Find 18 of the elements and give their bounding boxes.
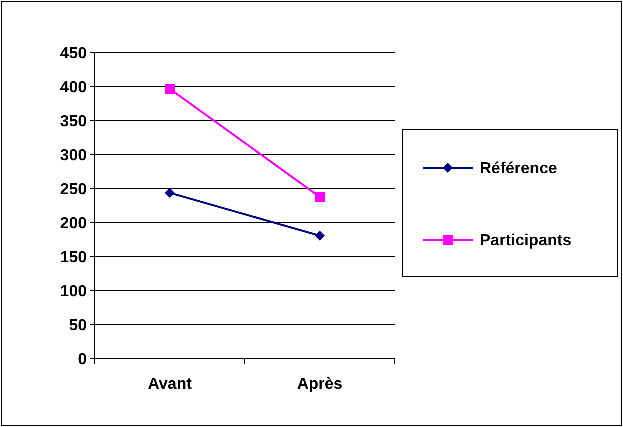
x-tick-label: Après <box>297 376 343 393</box>
y-tick-label: 150 <box>60 250 88 267</box>
y-tick-label: 200 <box>60 216 88 233</box>
legend-label: Participants <box>480 232 572 250</box>
y-tick-label: 350 <box>60 114 88 131</box>
point <box>165 188 175 198</box>
y-tick-label: 100 <box>60 284 88 301</box>
point <box>165 84 175 94</box>
point <box>315 230 325 241</box>
y-tick-label: 0 <box>78 352 88 369</box>
y-tick-label: 300 <box>60 148 88 165</box>
y-tick-label: 450 <box>60 46 88 63</box>
y-tick-label: 250 <box>60 182 88 199</box>
legend-label: Référence <box>480 160 558 178</box>
y-tick-label: 50 <box>69 318 88 335</box>
y-tick-label: 400 <box>60 80 88 97</box>
x-tick-label: Avant <box>148 376 193 393</box>
point <box>315 192 325 202</box>
